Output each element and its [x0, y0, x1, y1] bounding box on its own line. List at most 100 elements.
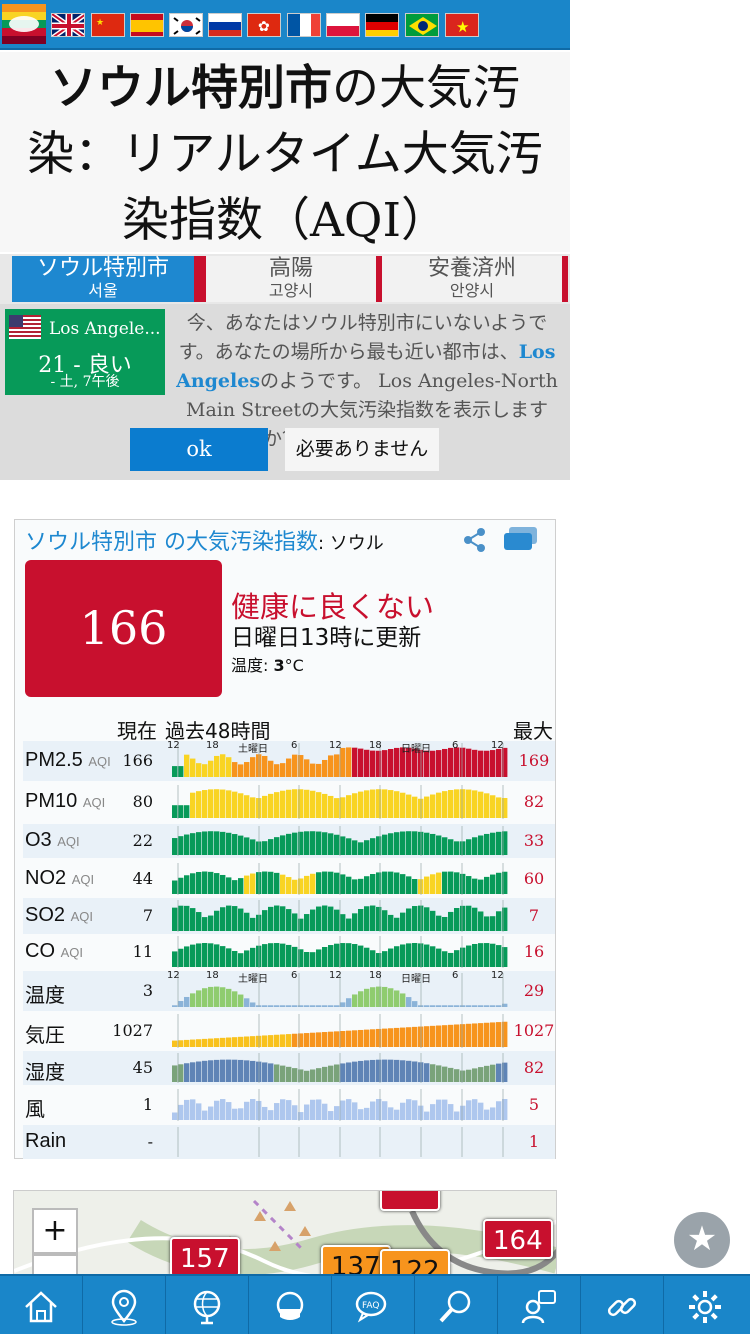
- history-bar: [496, 831, 502, 855]
- pollutant-row-hum[interactable]: 湿度 45 82: [23, 1051, 555, 1085]
- max-value: 1: [528, 1132, 540, 1151]
- nearest-city-widget[interactable]: Los Angele... 21 - 良い - 土, 7午後: [5, 309, 165, 395]
- pollutant-row-co[interactable]: CO AQI 11 16: [23, 934, 555, 970]
- windows-icon[interactable]: [503, 526, 539, 552]
- page-title-rest: の大気汚染：リアルタイム大気汚染指数（AQI）: [27, 61, 543, 248]
- korea-flag-icon[interactable]: [169, 13, 203, 37]
- hongkong-flag-icon[interactable]: ✿: [247, 13, 281, 37]
- history-bar: [436, 1065, 442, 1082]
- nav-location[interactable]: [83, 1276, 166, 1334]
- pollutant-row-temp[interactable]: 温度 3 29: [23, 971, 555, 1011]
- history-bar: [202, 1110, 208, 1120]
- history-bar: [214, 986, 220, 1007]
- history-bar: [190, 758, 196, 777]
- zoom-in-button[interactable]: +: [32, 1208, 78, 1254]
- pollutant-name: 気圧: [25, 1019, 65, 1048]
- nav-mask[interactable]: [249, 1276, 332, 1334]
- nav-expert[interactable]: [498, 1276, 581, 1334]
- favorite-star-button[interactable]: ★: [674, 1212, 730, 1268]
- page-title-city: ソウル特別市: [50, 61, 332, 116]
- nav-globe[interactable]: [166, 1276, 249, 1334]
- dismiss-button[interactable]: 必要ありません: [285, 428, 439, 471]
- history-bar: [400, 747, 406, 777]
- history-bar: [460, 947, 466, 967]
- germany-flag-icon[interactable]: [365, 13, 399, 37]
- history-bar: [298, 1033, 304, 1047]
- nav-link[interactable]: [581, 1276, 664, 1334]
- history-bar: [412, 879, 418, 894]
- history-bar: [400, 831, 406, 855]
- nav-search[interactable]: [415, 1276, 498, 1334]
- pollutant-row-so2[interactable]: SO2 AQI 7 7: [23, 898, 555, 934]
- history-bar: [364, 790, 370, 818]
- history-bar: [496, 797, 502, 818]
- history-bar: [448, 952, 454, 967]
- history-bar: [172, 907, 178, 931]
- history-bar: [316, 831, 322, 855]
- pollutant-row-press[interactable]: 気圧 1027 1027: [23, 1012, 555, 1050]
- time-axis-label: 日曜日: [401, 974, 431, 985]
- history-bar: [316, 872, 322, 894]
- brazil-flag-icon[interactable]: [405, 13, 439, 37]
- history-bar: [400, 874, 406, 894]
- history-bar: [382, 750, 388, 777]
- pollutant-row-pm10[interactable]: PM10 AQI 80 82: [23, 783, 555, 821]
- map-marker[interactable]: 164: [483, 1219, 553, 1259]
- history-bar: [238, 793, 244, 818]
- vietnam-flag-icon[interactable]: ★: [445, 13, 479, 37]
- pollutant-row-o3[interactable]: O3 AQI 22 33: [23, 824, 555, 858]
- tab-seoul[interactable]: ソウル特別市 서울: [12, 256, 200, 302]
- nav-faq[interactable]: FAQ: [332, 1276, 415, 1334]
- max-value: 33: [523, 831, 545, 850]
- pollutant-row-no2[interactable]: NO2 AQI 44 60: [23, 861, 555, 897]
- history-bar: [328, 1005, 334, 1007]
- nav-home[interactable]: [0, 1276, 83, 1334]
- history-bar: [346, 943, 352, 967]
- history-bar: [340, 874, 346, 894]
- china-flag-icon[interactable]: ★: [91, 13, 125, 37]
- time-axis-label: 18: [369, 740, 382, 751]
- history-bar: [196, 1061, 202, 1082]
- history-bar: [292, 754, 298, 777]
- nearest-city-link[interactable]: Los Angeles: [176, 341, 556, 392]
- france-flag-icon[interactable]: [287, 13, 321, 37]
- pollutant-name-text: CO: [25, 940, 55, 962]
- russia-flag-icon[interactable]: [208, 13, 242, 37]
- history-bar: [388, 833, 394, 855]
- history-bar: [292, 1105, 298, 1120]
- time-axis-label: 6: [291, 970, 298, 981]
- history-bar: [490, 1064, 496, 1082]
- app-logo-icon[interactable]: [2, 4, 46, 44]
- history-bar: [232, 791, 238, 818]
- nav-settings[interactable]: [664, 1276, 747, 1334]
- history-bar: [442, 1066, 448, 1082]
- history-bar: [196, 1039, 202, 1047]
- pollutant-row-wind[interactable]: 風 1 5: [23, 1087, 555, 1123]
- history-bar: [478, 750, 484, 777]
- history-bar: [472, 907, 478, 931]
- share-icon[interactable]: [461, 526, 489, 554]
- tab-name: ソウル特別市: [36, 256, 169, 281]
- uk-flag-icon[interactable]: [51, 13, 85, 37]
- history-bar: [340, 836, 346, 855]
- history-sparkline: [172, 826, 508, 856]
- tab-anyang[interactable]: 安養済州 안양시: [382, 256, 568, 302]
- pollutant-name: O3 AQI: [25, 829, 80, 852]
- ok-button[interactable]: ok: [130, 428, 268, 471]
- history-bar: [184, 905, 190, 931]
- history-bar: [388, 1059, 394, 1082]
- history-bar: [178, 1104, 184, 1120]
- history-bar: [304, 789, 310, 818]
- map-marker-offscreen[interactable]: [380, 1191, 440, 1211]
- pollutant-row-pm25[interactable]: PM2.5 AQI 166 169: [23, 741, 555, 781]
- map-marker[interactable]: 157: [170, 1237, 240, 1277]
- spain-flag-icon[interactable]: [130, 13, 164, 37]
- tab-goyang[interactable]: 高陽 고양시: [200, 256, 382, 302]
- history-bar: [202, 943, 208, 967]
- card-city[interactable]: ソウル特別市: [25, 530, 158, 555]
- history-bar: [196, 1103, 202, 1120]
- poland-flag-icon[interactable]: [326, 13, 360, 37]
- pollutant-row-rain[interactable]: Rain - 1: [23, 1125, 555, 1159]
- history-bar: [376, 906, 382, 931]
- history-bar: [358, 909, 364, 931]
